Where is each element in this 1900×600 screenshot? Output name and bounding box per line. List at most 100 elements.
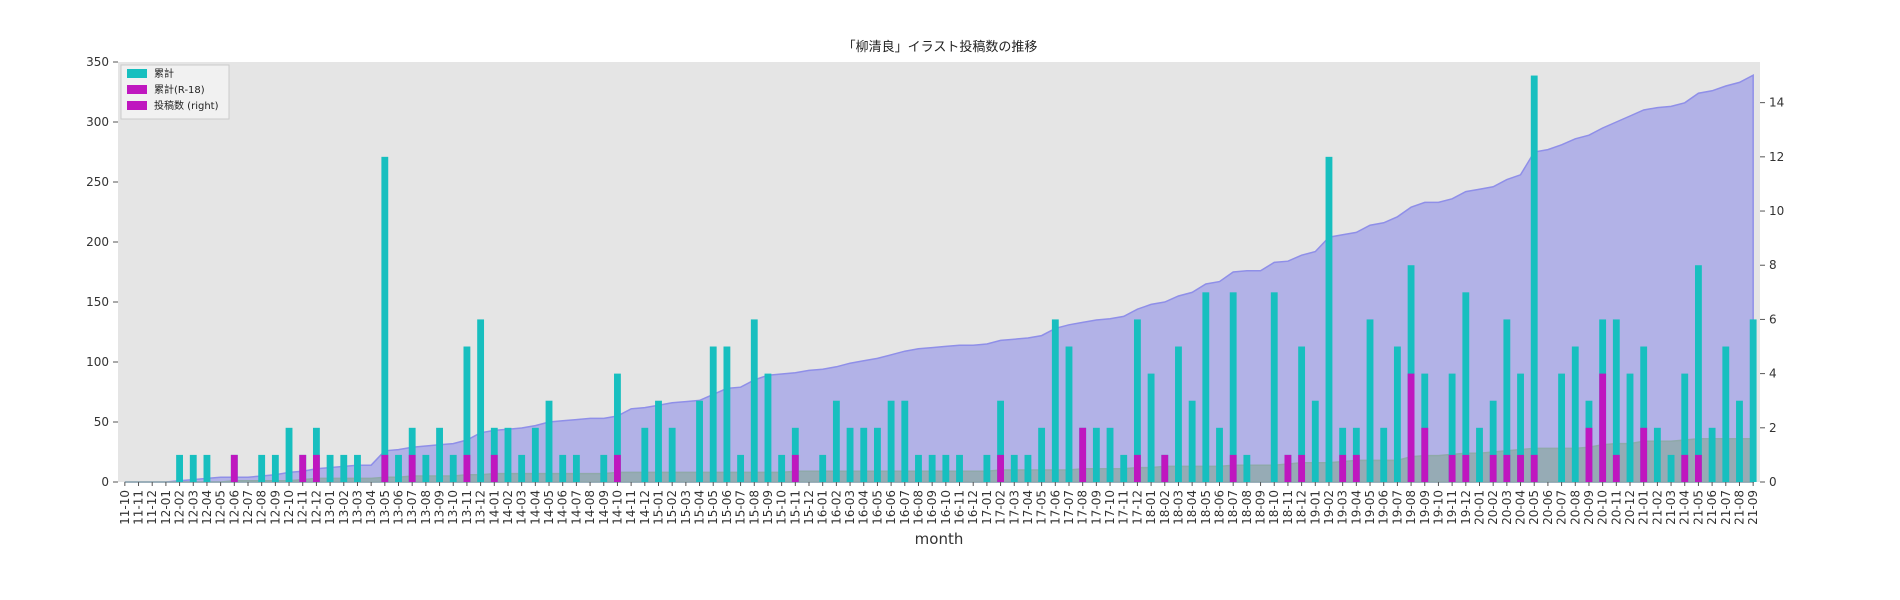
legend-label: 累計 bbox=[154, 67, 174, 80]
bar-posts-r18-14-10 bbox=[614, 454, 621, 482]
bar-posts-18-03 bbox=[1175, 346, 1182, 482]
y-right-tick-label: 6 bbox=[1769, 312, 1777, 326]
x-tick-label: 13-07 bbox=[405, 490, 419, 525]
x-tick-label: 19-02 bbox=[1322, 490, 1336, 525]
x-tick-label: 17-02 bbox=[994, 490, 1008, 525]
x-tick-label: 15-12 bbox=[802, 490, 816, 525]
y-tick-label: 50 bbox=[94, 415, 109, 429]
x-tick-label: 12-03 bbox=[186, 490, 200, 525]
x-tick-label: 20-02 bbox=[1486, 490, 1500, 525]
x-tick-label: 12-09 bbox=[268, 490, 282, 525]
legend-swatch bbox=[127, 85, 147, 94]
x-tick-label: 21-04 bbox=[1678, 490, 1692, 525]
bar-posts-13-03 bbox=[354, 454, 361, 482]
y-tick-label: 0 bbox=[101, 475, 109, 489]
x-tick-label: 16-10 bbox=[939, 490, 953, 525]
x-tick-label: 13-11 bbox=[460, 490, 474, 525]
x-tick-label: 20-04 bbox=[1514, 490, 1528, 525]
bar-posts-16-10 bbox=[942, 454, 950, 482]
y-tick-label: 350 bbox=[86, 55, 109, 69]
bar-posts-17-05 bbox=[1038, 427, 1046, 482]
x-tick-label: 17-11 bbox=[1117, 490, 1131, 525]
bar-posts-r18-20-04 bbox=[1517, 454, 1524, 482]
bar-posts-21-05 bbox=[1695, 265, 1702, 482]
x-tick-label: 18-06 bbox=[1213, 490, 1227, 525]
bar-posts-20-01 bbox=[1476, 427, 1483, 482]
bar-posts-14-10 bbox=[614, 373, 621, 482]
x-tick-label: 16-05 bbox=[870, 490, 884, 525]
x-tick-label: 13-09 bbox=[433, 490, 447, 525]
bar-posts-19-09 bbox=[1421, 373, 1429, 482]
bar-posts-13-05 bbox=[381, 156, 389, 482]
x-tick-label: 14-03 bbox=[515, 490, 529, 525]
bar-posts-r18-19-04 bbox=[1352, 454, 1360, 482]
bar-posts-18-08 bbox=[1243, 454, 1251, 482]
x-tick-label: 18-02 bbox=[1158, 490, 1172, 525]
x-tick-label: 14-10 bbox=[610, 490, 624, 525]
y-right-tick-label: 4 bbox=[1769, 367, 1777, 381]
bar-posts-13-02 bbox=[340, 454, 348, 482]
bar-posts-r18-19-08 bbox=[1407, 373, 1415, 482]
bar-posts-r18-13-05 bbox=[381, 454, 389, 482]
x-tick-label: 15-10 bbox=[775, 490, 789, 525]
x-tick-label: 18-09 bbox=[1254, 490, 1268, 525]
x-tick-label: 18-07 bbox=[1226, 490, 1240, 525]
x-tick-label: 12-02 bbox=[173, 490, 187, 525]
x-tick-label: 20-03 bbox=[1500, 490, 1514, 525]
bar-posts-14-09 bbox=[600, 454, 608, 482]
bar-posts-13-11 bbox=[463, 346, 471, 482]
x-tick-label: 12-06 bbox=[227, 490, 241, 525]
x-tick-label: 17-05 bbox=[1035, 490, 1049, 525]
bar-posts-r18-17-12 bbox=[1133, 454, 1141, 482]
bar-posts-20-04 bbox=[1517, 373, 1524, 482]
bar-posts-13-10 bbox=[449, 454, 457, 482]
bar-posts-19-07 bbox=[1393, 346, 1401, 482]
y-axis-left: 0 50 100 150 200 250 300 350 bbox=[86, 55, 118, 489]
x-tick-label: 19-06 bbox=[1377, 490, 1391, 525]
bar-posts-18-07 bbox=[1229, 292, 1237, 482]
bar-posts-14-05 bbox=[545, 400, 553, 482]
x-tick-label: 19-07 bbox=[1390, 490, 1404, 525]
bar-posts-r18-20-02 bbox=[1489, 454, 1497, 482]
bar-posts-13-12 bbox=[477, 319, 485, 482]
bar-posts-20-07 bbox=[1558, 373, 1566, 482]
bar-posts-21-06 bbox=[1708, 427, 1716, 482]
x-axis-label: month bbox=[915, 530, 964, 548]
x-tick-label: 12-01 bbox=[159, 490, 173, 525]
bar-posts-r18-21-01 bbox=[1640, 427, 1648, 482]
bar-posts-r18-20-05 bbox=[1530, 454, 1538, 482]
x-tick-label: 15-03 bbox=[679, 490, 693, 525]
x-tick-label: 17-04 bbox=[1021, 490, 1035, 525]
x-tick-label: 20-01 bbox=[1472, 490, 1486, 525]
bar-posts-16-01 bbox=[819, 454, 827, 482]
x-tick-label: 13-05 bbox=[378, 490, 392, 525]
bar-posts-17-04 bbox=[1024, 454, 1032, 482]
bar-posts-18-04 bbox=[1188, 400, 1196, 482]
bar-posts-18-12 bbox=[1298, 346, 1306, 482]
bar-posts-17-09 bbox=[1092, 427, 1100, 482]
x-tick-label: 12-04 bbox=[200, 490, 214, 525]
bar-posts-r18-14-01 bbox=[490, 454, 498, 482]
x-tick-label: 13-02 bbox=[337, 490, 351, 525]
x-tick-label: 21-01 bbox=[1637, 490, 1651, 525]
x-tick-label: 12-08 bbox=[255, 490, 269, 525]
x-tick-label: 20-12 bbox=[1623, 490, 1637, 525]
bar-posts-21-07 bbox=[1722, 346, 1730, 482]
bar-posts-12-09 bbox=[271, 454, 279, 482]
bar-posts-15-04 bbox=[696, 400, 703, 482]
x-tick-label: 21-07 bbox=[1719, 490, 1733, 525]
bar-posts-17-07 bbox=[1065, 346, 1073, 482]
y-right-tick-label: 14 bbox=[1769, 96, 1784, 110]
bar-posts-r18-20-03 bbox=[1503, 454, 1511, 482]
x-tick-label: 12-12 bbox=[309, 490, 323, 525]
x-tick-label: 17-03 bbox=[1007, 490, 1021, 525]
bar-posts-r18-12-11 bbox=[299, 454, 307, 482]
bar-posts-18-10 bbox=[1270, 292, 1278, 482]
x-tick-label: 16-12 bbox=[966, 490, 980, 525]
x-tick-label: 18-03 bbox=[1171, 490, 1185, 525]
x-tick-label: 18-08 bbox=[1240, 490, 1254, 525]
bar-posts-r18-13-07 bbox=[408, 454, 416, 482]
bar-posts-17-10 bbox=[1106, 427, 1114, 482]
bar-posts-21-02 bbox=[1653, 427, 1661, 482]
bar-posts-16-04 bbox=[860, 427, 868, 482]
